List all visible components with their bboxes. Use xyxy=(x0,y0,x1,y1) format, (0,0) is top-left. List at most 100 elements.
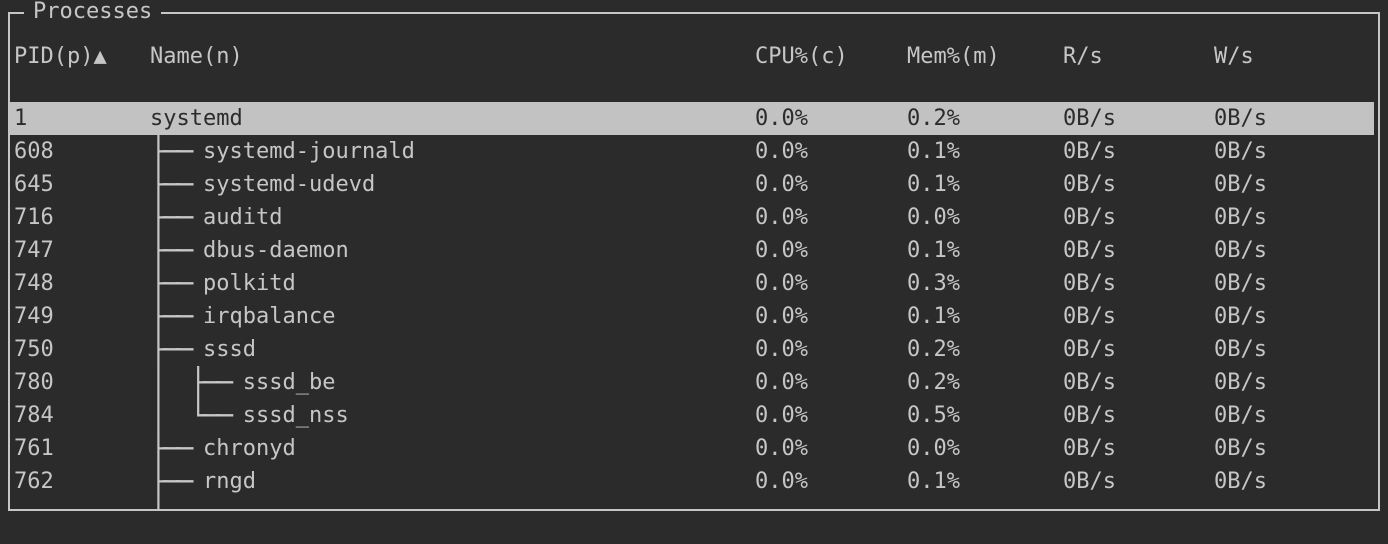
pid-cell: 761 xyxy=(14,436,54,461)
tree-branch: ├── xyxy=(150,333,203,366)
mem-cell: 0.0% xyxy=(907,205,960,230)
write-cell: 0B/s xyxy=(1214,106,1267,131)
mem-cell: 0.1% xyxy=(907,172,960,197)
column-header-pid[interactable]: PID(p)▲ xyxy=(14,40,150,73)
process-row[interactable]: 762 ├── rngd 0.0% 0.1% 0B/s 0B/s xyxy=(10,465,1378,498)
mem-cell: 0.2% xyxy=(907,106,960,131)
process-row[interactable]: 748 ├── polkitd 0.0% 0.3% 0B/s 0B/s xyxy=(10,267,1378,300)
process-name: chronyd xyxy=(203,436,296,461)
mem-cell: 0.0% xyxy=(907,436,960,461)
pid-cell: 750 xyxy=(14,337,54,362)
cpu-cell: 0.0% xyxy=(755,271,808,296)
column-header-write[interactable]: W/s xyxy=(1214,44,1254,69)
tree-branch: │ ├── xyxy=(150,366,243,399)
write-cell: 0B/s xyxy=(1214,172,1267,197)
process-name: sssd xyxy=(203,337,256,362)
cpu-cell: 0.0% xyxy=(755,304,808,329)
name-cell: ├── sssd xyxy=(150,333,755,366)
name-cell: ├── chronyd xyxy=(150,432,755,465)
process-row[interactable]: 784 │ └── sssd_nss 0.0% 0.5% 0B/s 0B/s xyxy=(10,399,1378,432)
process-row[interactable]: 1 systemd 0.0% 0.2% 0B/s 0B/s xyxy=(10,102,1374,135)
process-name: sssd_be xyxy=(242,370,336,395)
process-row[interactable]: 750 ├── sssd 0.0% 0.2% 0B/s 0B/s xyxy=(10,333,1378,366)
name-cell: ├── dbus-daemon xyxy=(150,234,755,267)
read-cell: 0B/s xyxy=(1063,403,1116,428)
processes-panel: Processes PID(p)▲ Name(n) CPU%(c) Mem%(m… xyxy=(8,0,1380,511)
cpu-cell: 0.0% xyxy=(755,106,808,131)
read-cell: 0B/s xyxy=(1063,370,1116,395)
write-cell: 0B/s xyxy=(1214,337,1267,362)
process-row[interactable]: 716 ├── auditd 0.0% 0.0% 0B/s 0B/s xyxy=(10,201,1378,234)
write-cell: 0B/s xyxy=(1214,304,1267,329)
process-row[interactable]: 645 ├── systemd-udevd 0.0% 0.1% 0B/s 0B/… xyxy=(10,168,1378,201)
process-name: systemd-journald xyxy=(203,139,415,164)
tree-branch: ├── xyxy=(150,201,203,234)
write-cell: 0B/s xyxy=(1214,403,1267,428)
name-cell: ├── systemd-journald xyxy=(150,135,755,168)
tree-branch: ├── xyxy=(150,135,203,168)
process-name: polkitd xyxy=(203,271,296,296)
write-cell: 0B/s xyxy=(1214,370,1267,395)
column-header-mem[interactable]: Mem%(m) xyxy=(907,44,1000,69)
cpu-cell: 0.0% xyxy=(755,139,808,164)
tree-branch: ├── xyxy=(150,300,203,333)
name-cell: │ xyxy=(150,498,755,509)
cpu-cell xyxy=(755,498,907,509)
mem-cell: 0.5% xyxy=(907,403,960,428)
read-cell: 0B/s xyxy=(1063,337,1116,362)
process-name: auditd xyxy=(203,205,283,230)
column-header-cpu[interactable]: CPU%(c) xyxy=(755,44,848,69)
read-cell: 0B/s xyxy=(1063,139,1116,164)
write-cell: 0B/s xyxy=(1214,238,1267,263)
process-row[interactable]: 747 ├── dbus-daemon 0.0% 0.1% 0B/s 0B/s xyxy=(10,234,1378,267)
panel-title: Processes xyxy=(24,0,162,25)
cpu-cell: 0.0% xyxy=(755,172,808,197)
process-name: systemd-udevd xyxy=(203,172,376,197)
pid-cell: 749 xyxy=(14,304,54,329)
mem-cell: 0.1% xyxy=(907,238,960,263)
cpu-cell: 0.0% xyxy=(755,370,808,395)
process-name: irqbalance xyxy=(203,304,336,329)
read-cell: 0B/s xyxy=(1063,436,1116,461)
name-cell: ├── irqbalance xyxy=(150,300,755,333)
write-cell: 0B/s xyxy=(1214,205,1267,230)
read-cell: 0B/s xyxy=(1063,238,1116,263)
pid-cell: 608 xyxy=(14,139,54,164)
process-row[interactable]: 749 ├── irqbalance 0.0% 0.1% 0B/s 0B/s xyxy=(10,300,1378,333)
read-cell: 0B/s xyxy=(1063,106,1116,131)
read-cell xyxy=(1063,498,1214,509)
sort-ascending-icon: ▲ xyxy=(93,44,107,69)
process-row[interactable]: 780 │ ├── sssd_be 0.0% 0.2% 0B/s 0B/s xyxy=(10,366,1378,399)
column-header-pid-label: PID(p) xyxy=(14,44,94,69)
write-cell: 0B/s xyxy=(1214,271,1267,296)
read-cell: 0B/s xyxy=(1063,469,1116,494)
write-cell: 0B/s xyxy=(1214,436,1267,461)
name-cell: │ └── sssd_nss xyxy=(150,399,755,432)
column-header-read[interactable]: R/s xyxy=(1063,44,1103,69)
pid-cell: 716 xyxy=(14,205,54,230)
pid-cell: 1 xyxy=(14,106,28,131)
process-row[interactable]: 608 ├── systemd-journald 0.0% 0.1% 0B/s … xyxy=(10,135,1378,168)
mem-cell: 0.1% xyxy=(907,469,960,494)
mem-cell: 0.2% xyxy=(907,370,960,395)
process-name: rngd xyxy=(203,469,256,494)
pid-cell xyxy=(14,498,150,509)
cpu-cell: 0.0% xyxy=(755,337,808,362)
mem-cell: 0.2% xyxy=(907,337,960,362)
process-rows: 1 systemd 0.0% 0.2% 0B/s 0B/s 608 ├── sy… xyxy=(10,102,1378,498)
column-header-name[interactable]: Name(n) xyxy=(150,44,243,69)
write-cell: 0B/s xyxy=(1214,469,1267,494)
write-cell: 0B/s xyxy=(1214,139,1267,164)
read-cell: 0B/s xyxy=(1063,271,1116,296)
pid-cell: 747 xyxy=(14,238,54,263)
cpu-cell: 0.0% xyxy=(755,205,808,230)
read-cell: 0B/s xyxy=(1063,304,1116,329)
process-name: systemd xyxy=(150,106,243,131)
tree-branch: ├── xyxy=(150,432,203,465)
process-name: sssd_nss xyxy=(242,403,349,428)
process-row[interactable]: 761 ├── chronyd 0.0% 0.0% 0B/s 0B/s xyxy=(10,432,1378,465)
pid-cell: 784 xyxy=(14,403,54,428)
process-name: dbus-daemon xyxy=(203,238,349,263)
name-cell: ├── systemd-udevd xyxy=(150,168,755,201)
